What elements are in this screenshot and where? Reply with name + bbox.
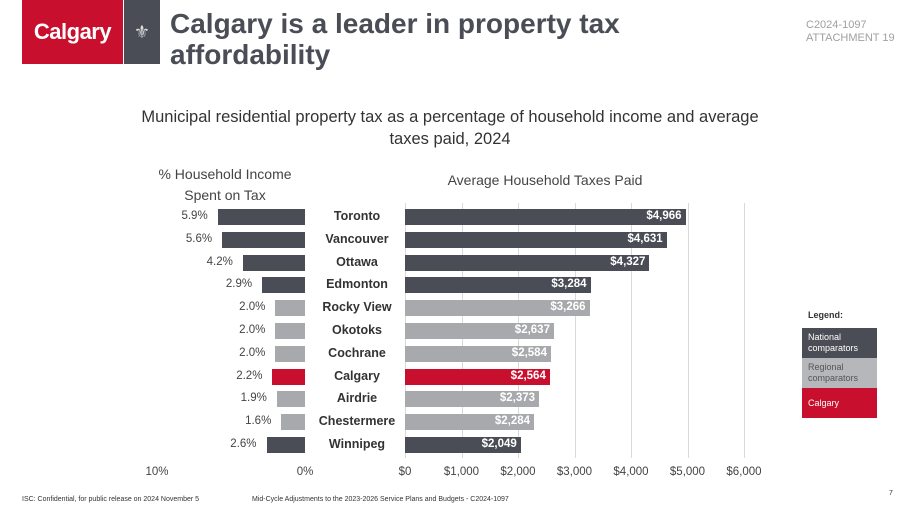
gridline [574,203,576,458]
legend-title: Legend: [808,310,843,320]
x-tick-label: $2,000 [500,466,536,478]
city-label: Ottawa [336,254,378,269]
pct-label: 1.9% [240,392,267,405]
right-bar-edmonton [405,277,591,294]
coat-of-arms-icon: ⚜ [124,0,160,64]
pct-label: 2.9% [225,278,253,291]
x-tick-label: $1,000 [443,466,480,478]
footer-document: Mid-Cycle Adjustments to the 2023-2026 S… [252,496,509,503]
right-bar-winnipeg [405,437,521,453]
attachment-label: ATTACHMENT 19 [806,32,895,44]
value-label: $2,637 [514,324,550,336]
footer-confidential: ISC: Confidential, for public release on… [22,496,200,503]
right-bar-airdrie [405,391,540,408]
city-label: Okotoks [331,323,382,337]
pct-label: 2.2% [236,369,263,382]
right-bar-toronto [405,209,686,225]
document-reference: C2024-1097 ATTACHMENT 19 [806,19,895,45]
right-chart-title: Average Household Taxes Paid [447,172,643,188]
chart-subtitle: Municipal residential property tax as a … [141,108,759,148]
city-label: Cochrane [328,345,386,360]
city-label: Vancouver [325,231,389,246]
right-bar-okotoks [405,323,554,339]
right-bar-cochrane [405,345,551,362]
left-bar-calgary [272,368,305,385]
pct-label: 2.0% [239,324,266,336]
value-label: $4,631 [627,232,663,245]
right-bar-rocky-view [405,300,590,317]
left-bar-edmonton [262,277,305,294]
left-bar-airdrie [276,391,305,408]
left-bar-toronto [217,209,305,225]
pct-label: 1.6% [245,415,272,428]
left-bar-chestermere [281,414,305,431]
pct-label: 5.6% [185,232,213,245]
pct-label: 5.9% [181,210,208,222]
city-label: Winnipeg [328,437,386,451]
value-label: $2,284 [494,415,531,428]
value-label: $2,584 [511,346,547,359]
right-bar-calgary [405,368,550,385]
x-tick-label: 10% [145,466,169,478]
value-label: $2,049 [481,438,517,450]
x-tick-label: $4,000 [613,466,649,478]
left-chart-title: % Household Income Spent on Tax [158,166,292,203]
doc-number: C2024-1097 [806,19,867,31]
city-label: Airdrie [336,391,378,406]
pct-label: 4.2% [206,255,233,268]
right-bar-vancouver [405,231,667,248]
right-bar-ottawa [405,254,650,271]
gridline [631,203,632,458]
page-title: Calgary is a leader in property tax affo… [170,8,620,70]
value-label: $3,266 [550,301,586,314]
left-bar-ottawa [242,254,305,271]
left-bar-rocky-view [275,300,305,317]
page-number: 7 [889,490,893,497]
left-bar-vancouver [222,231,305,248]
left-bar-cochrane [275,345,305,362]
gridline [687,203,689,458]
legend-calgary: Calgary [802,388,877,418]
value-label: $3,284 [551,278,587,291]
calgary-logo: Calgary [22,0,123,64]
value-label: $4,327 [610,255,646,268]
right-bar-chestermere [405,414,535,431]
x-tick-label: $5,000 [669,466,706,478]
left-bar-okotoks [275,323,305,339]
pct-label: 2.0% [239,346,266,359]
x-tick-label: $0 [398,466,412,478]
value-label: $4,966 [646,210,682,222]
value-label: $2,564 [510,369,546,382]
value-label: $2,373 [499,392,536,405]
city-label: Rocky View [322,300,392,315]
pct-label: 2.0% [239,301,266,314]
x-tick-label: $6,000 [726,466,762,478]
pct-label: 2.6% [230,438,257,450]
legend-regional: Regional comparators [802,358,877,388]
x-tick-label: $3,000 [556,466,593,478]
city-label: Calgary [334,368,380,383]
legend-national: National comparators [802,328,877,358]
city-label: Chestermere [318,414,396,429]
gridline [744,203,745,458]
city-label: Toronto [333,209,381,223]
city-label: Edmonton [326,277,388,292]
left-bar-winnipeg [266,437,305,453]
x-tick-label: 0% [296,466,314,478]
